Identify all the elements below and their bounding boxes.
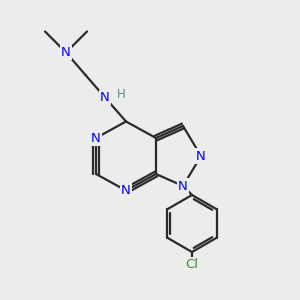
Text: Cl: Cl	[185, 258, 199, 271]
Text: N: N	[100, 91, 110, 104]
Text: N: N	[91, 131, 101, 145]
Text: N: N	[121, 184, 131, 197]
Text: N: N	[178, 179, 188, 193]
Text: H: H	[117, 88, 126, 101]
Text: N: N	[61, 46, 71, 59]
Text: N: N	[196, 149, 206, 163]
